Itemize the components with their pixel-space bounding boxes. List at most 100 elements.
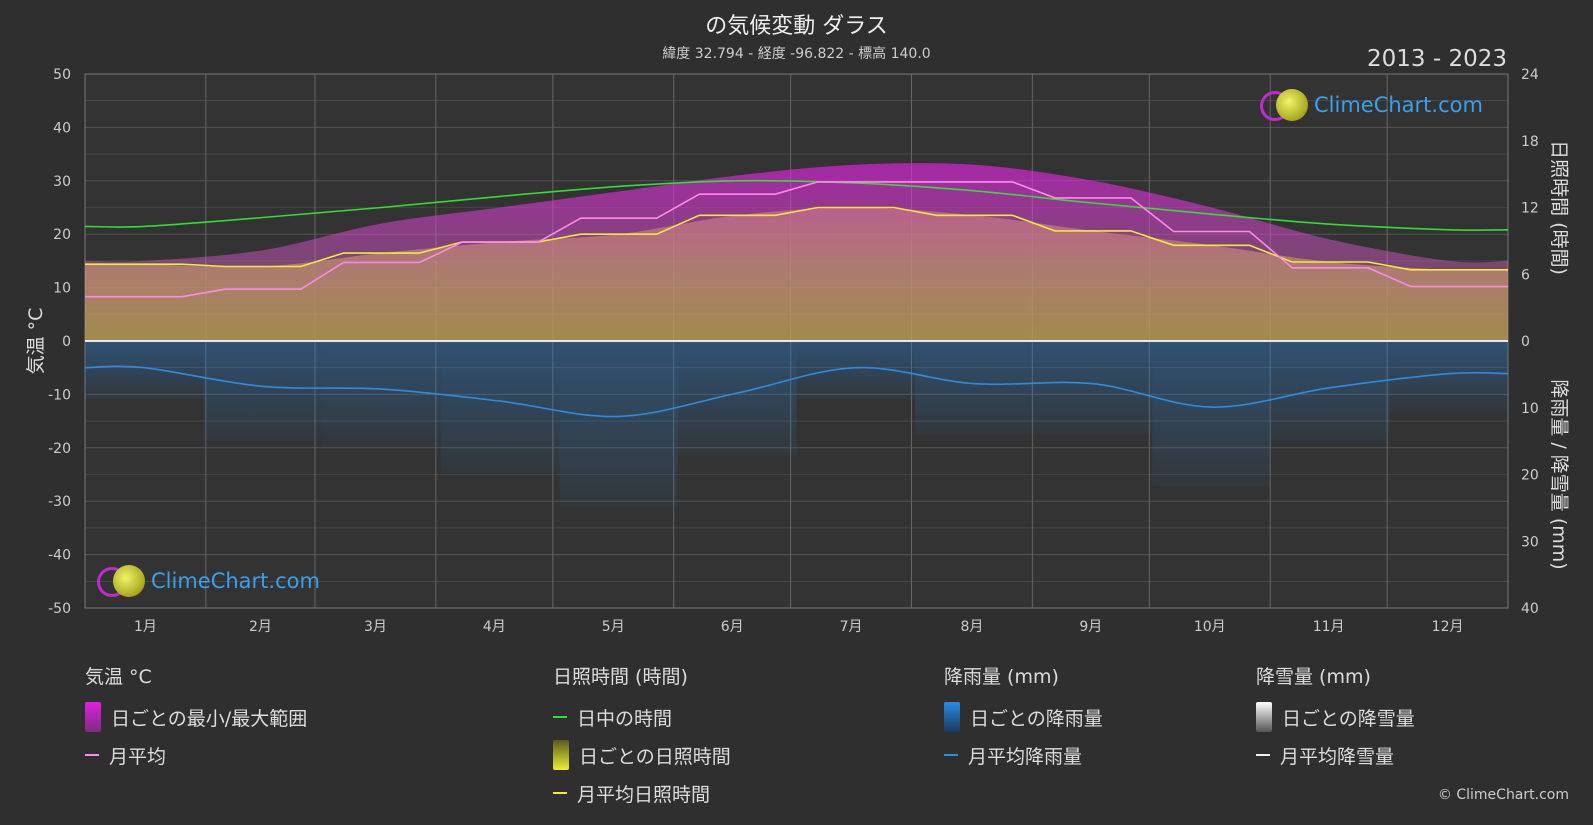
rain-bar [677, 341, 797, 456]
y-tick-rain: 40 [1521, 601, 1539, 617]
legend-item: 月平均降雪量 [1256, 736, 1415, 774]
rain-bar [203, 341, 323, 441]
logo-text: ClimeChart.com [151, 569, 320, 593]
legend-label: 月平均 [109, 745, 167, 768]
y-tick-temp: 30 [53, 174, 71, 190]
x-tick-month: 6月 [721, 619, 744, 635]
logo-bottom[interactable]: ClimeChart.com [95, 564, 320, 598]
y-tick-sunshine: 12 [1521, 201, 1539, 217]
legend-label: 日ごとの日照時間 [579, 745, 731, 768]
legend-sunshine: 日照時間 (時間) 日中の時間 日ごとの日照時間 月平均日照時間 [553, 662, 731, 812]
snow-swatch [1256, 702, 1272, 732]
sunshine-swatch [553, 740, 569, 770]
logo-top[interactable]: ClimeChart.com [1258, 88, 1483, 122]
legend-label: 月平均降雪量 [1280, 745, 1395, 768]
temperature-layer [85, 163, 1508, 341]
rain-bar [1033, 341, 1153, 435]
logo-icon [1258, 88, 1310, 122]
x-tick-month: 10月 [1194, 619, 1226, 635]
y-tick-rain: 10 [1521, 401, 1539, 417]
rain-layer [85, 341, 1508, 507]
legend-item: 日ごとの最小/最大範囲 [85, 698, 307, 736]
x-tick-month: 7月 [840, 619, 863, 635]
line-layer [84, 179, 1509, 418]
legend-heading: 気温 °C [85, 666, 152, 688]
y-tick-temp: -40 [48, 548, 71, 564]
y-axis-label-sunshine: 日照時間 (時間) [1548, 140, 1570, 275]
y-tick-rain: 20 [1521, 468, 1539, 484]
y-tick-temp: 10 [53, 281, 71, 297]
sunshine-avg-line [85, 206, 1508, 271]
daylight-line [84, 179, 1509, 231]
copyright: © ClimeChart.com [1437, 787, 1569, 803]
y-tick-temp: 0 [62, 334, 71, 350]
y-tick-temp: -30 [48, 494, 71, 510]
rain-bar [915, 341, 1034, 435]
legend-item: 月平均日照時間 [553, 774, 731, 812]
legend-snow: 降雪量 (mm) 日ごとの降雪量 月平均降雪量 [1256, 662, 1415, 774]
legend-item: 日中の時間 [553, 698, 731, 736]
y-tick-sunshine: 18 [1521, 134, 1539, 150]
y-tick-temp: 50 [53, 67, 71, 83]
legend-item: 日ごとの降雨量 [944, 698, 1103, 736]
temp-avg-swatch [85, 754, 99, 756]
x-tick-month: 9月 [1079, 619, 1102, 635]
rain-avg-line [84, 365, 1509, 418]
y-tick-temp: 40 [53, 120, 71, 136]
rain-bar [1389, 341, 1508, 413]
y-tick-temp: -10 [48, 387, 71, 403]
rain-bar [322, 341, 441, 447]
legend-temperature: 気温 °C 日ごとの最小/最大範囲 月平均 [85, 662, 307, 774]
x-tick-month: 8月 [960, 619, 983, 635]
legend-heading: 降雨量 (mm) [944, 666, 1059, 688]
temp-avg-line [85, 181, 1508, 298]
chart-subtitle: 緯度 32.794 - 経度 -96.822 - 標高 140.0 [662, 46, 931, 62]
legend-rain: 降雨量 (mm) 日ごとの降雨量 月平均降雨量 [944, 662, 1103, 774]
year-range: 2013 - 2023 [1367, 46, 1507, 72]
temp-range-area [85, 163, 1508, 341]
legend-item: 日ごとの日照時間 [553, 736, 731, 774]
y-tick-sunshine: 6 [1521, 267, 1530, 283]
rain-avg-swatch [944, 754, 958, 756]
legend-label: 日ごとの降雨量 [970, 707, 1103, 730]
x-tick-month: 1月 [134, 619, 157, 635]
axis-labels: 50 40 30 20 10 0 -10 -20 -30 -40 -50 24 18 12 6 0 10 20 30… [25, 67, 1570, 635]
legend-label: 月平均日照時間 [577, 783, 711, 806]
y-axis-label-rain: 降雨量 / 降雪量 (mm) [1548, 379, 1570, 569]
legend-item: 月平均降雨量 [944, 736, 1103, 774]
y-tick-rain: 30 [1521, 534, 1539, 550]
x-tick-month: 2月 [249, 619, 272, 635]
snow-avg-swatch [1256, 754, 1270, 756]
chart-title: の気候変動 ダラス [705, 14, 888, 39]
daylight-swatch [553, 716, 567, 718]
logo-text: ClimeChart.com [1314, 93, 1483, 117]
temp-range-swatch [85, 702, 101, 732]
legend-item: 月平均 [85, 736, 307, 774]
rain-bar [85, 341, 204, 400]
x-tick-month: 4月 [483, 619, 506, 635]
x-tick-month: 3月 [364, 619, 387, 635]
y-tick-temp: -50 [48, 601, 71, 617]
rain-swatch [944, 702, 960, 732]
legend-heading: 日照時間 (時間) [553, 666, 688, 688]
y-tick-sunshine: 0 [1521, 334, 1530, 350]
legend-item: 日ごとの降雪量 [1256, 698, 1415, 736]
legend-label: 月平均降雨量 [968, 745, 1083, 768]
legend-heading: 降雪量 (mm) [1256, 666, 1371, 688]
y-tick-temp: -20 [48, 441, 71, 457]
y-tick-temp: 20 [53, 227, 71, 243]
rain-bar [1270, 341, 1390, 444]
climate-chart: 50 40 30 20 10 0 -10 -20 -30 -40 -50 24 18 12 6 0 10 20 30… [25, 67, 1570, 635]
y-axis-label-temp: 気温 °C [25, 308, 47, 375]
x-tick-month: 12月 [1432, 619, 1464, 635]
rain-bar [1152, 341, 1271, 487]
legend-label: 日ごとの降雪量 [1282, 707, 1415, 730]
x-tick-month: 11月 [1313, 619, 1345, 635]
rain-bar [559, 341, 678, 507]
legend-label: 日中の時間 [577, 707, 673, 730]
legend-label: 日ごとの最小/最大範囲 [111, 707, 308, 730]
x-tick-month: 5月 [602, 619, 625, 635]
y-tick-sunshine: 24 [1521, 67, 1539, 83]
sunshine-avg-swatch [553, 792, 567, 794]
logo-icon [95, 564, 147, 598]
